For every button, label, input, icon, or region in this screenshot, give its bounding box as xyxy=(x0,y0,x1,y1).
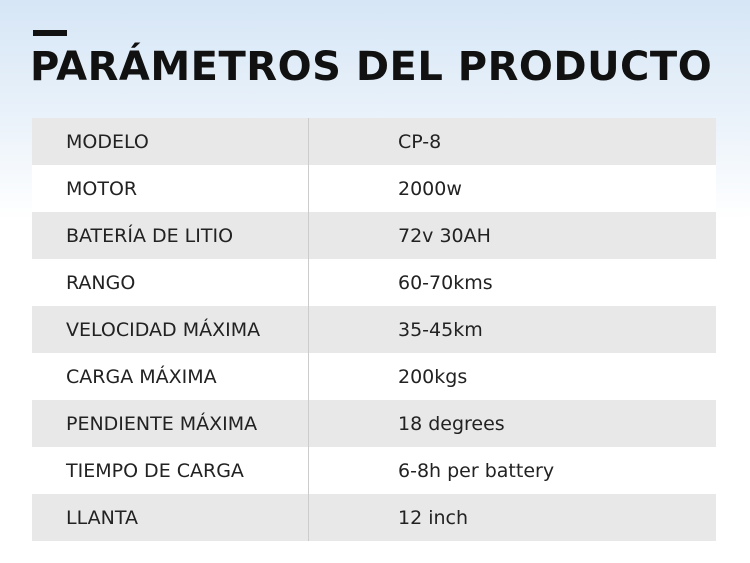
spec-value: 35-45km xyxy=(398,318,483,341)
table-row: TIEMPO DE CARGA 6-8h per battery xyxy=(32,447,716,494)
table-row: VELOCIDAD MÁXIMA 35-45km xyxy=(32,306,716,353)
spec-label: RANGO xyxy=(32,259,309,306)
spec-label: CARGA MÁXIMA xyxy=(32,353,309,400)
table-row: CARGA MÁXIMA 200kgs xyxy=(32,353,716,400)
table-row: MOTOR 2000w xyxy=(32,165,716,212)
title: PARÁMETROS DEL PRODUCTO xyxy=(30,44,713,90)
spec-value: CP-8 xyxy=(398,130,442,153)
spec-label: MOTOR xyxy=(32,165,309,212)
table-row: BATERÍA DE LITIO 72v 30AH xyxy=(32,212,716,259)
spec-label: BATERÍA DE LITIO xyxy=(32,212,309,259)
table-row: RANGO 60-70kms xyxy=(32,259,716,306)
spec-label: MODELO xyxy=(32,118,309,165)
spec-value: 18 degrees xyxy=(398,412,505,435)
table-row: LLANTA 12 inch xyxy=(32,494,716,541)
spec-label: VELOCIDAD MÁXIMA xyxy=(32,306,309,353)
spec-label: PENDIENTE MÁXIMA xyxy=(32,400,309,447)
table-row: MODELO CP-8 xyxy=(32,118,716,165)
spec-value: 2000w xyxy=(398,177,462,200)
spec-label: TIEMPO DE CARGA xyxy=(32,447,309,494)
spec-value: 60-70kms xyxy=(398,271,493,294)
spec-table: MODELO CP-8 MOTOR 2000w BATERÍA DE LITIO 72v … xyxy=(32,118,716,541)
spec-label: LLANTA xyxy=(32,494,309,541)
spec-value: 6-8h per battery xyxy=(398,459,555,482)
title-bar xyxy=(33,30,67,36)
spec-value: 12 inch xyxy=(398,506,469,529)
spec-value: 72v 30AH xyxy=(398,224,491,247)
table-row: PENDIENTE MÁXIMA 18 degrees xyxy=(32,400,716,447)
spec-value: 200kgs xyxy=(398,365,468,388)
